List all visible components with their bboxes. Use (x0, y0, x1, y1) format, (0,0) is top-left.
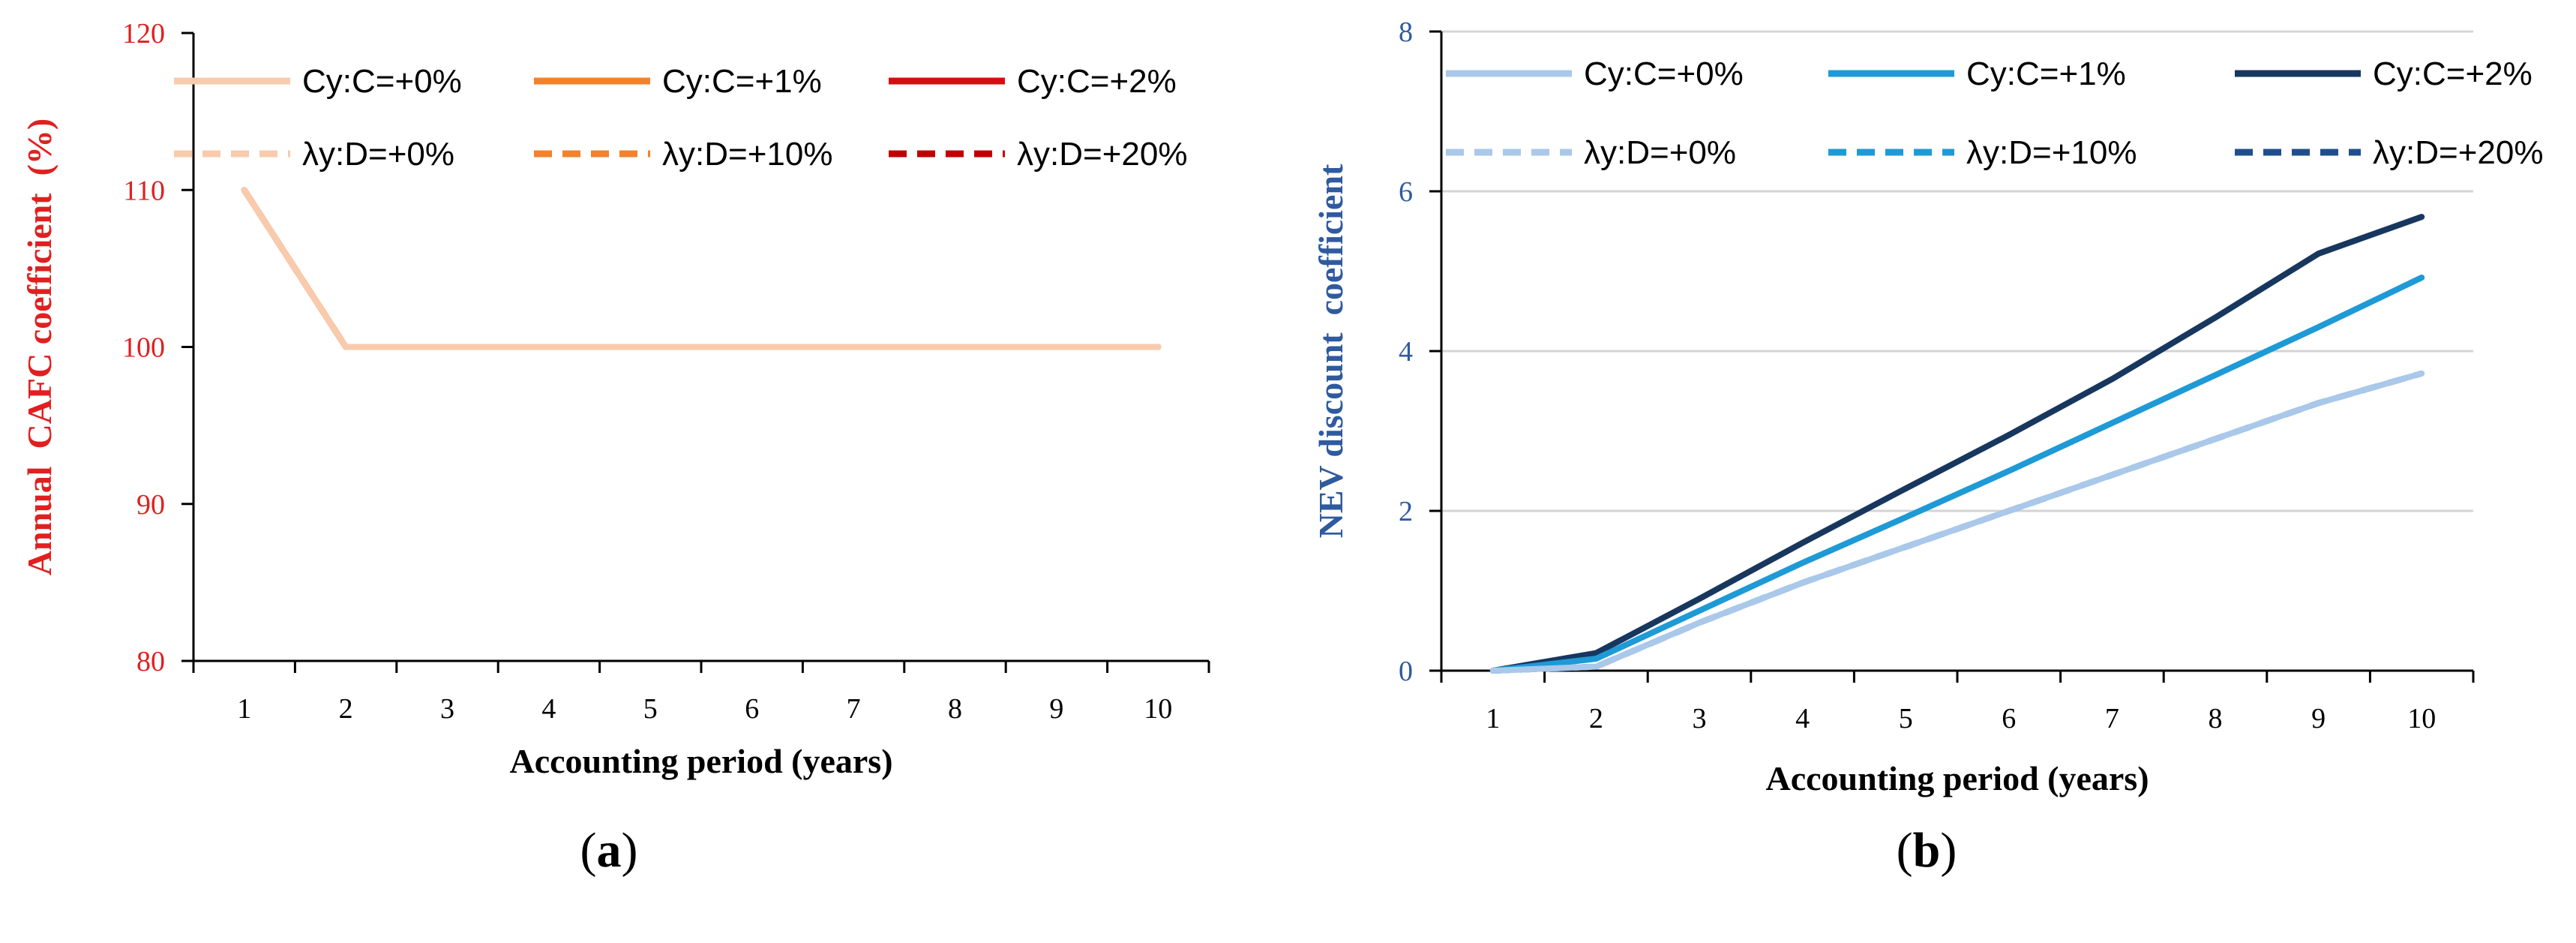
panel-label-close: ) (622, 823, 638, 878)
x-tick-label: 9 (2311, 703, 2326, 734)
series-line-0 (241, 187, 1162, 350)
legend-label-4: λy:D=+10% (1966, 134, 2137, 171)
x-tick-label: 3 (1693, 703, 1707, 734)
y-tick-label: 4 (1399, 336, 1413, 368)
legend-label-5: λy:D=+20% (2373, 134, 2543, 171)
x-tick-label: 10 (1144, 693, 1172, 725)
legend-label-1: Cy:C=+1% (1966, 56, 2126, 92)
series-line-4 (241, 188, 1159, 350)
x-tick-label: 10 (2407, 703, 2436, 734)
y-axis-label: Annual CAFC coefficient (%) (20, 119, 58, 575)
x-tick-label: 6 (745, 693, 759, 725)
legend: Cy:C=+0% Cy:C=+1% Cy:C=+2% λy:D=+0% λy:D=+10… (1446, 56, 2543, 171)
panel-label: (a) (580, 823, 638, 878)
y-tick-label: 8 (1399, 17, 1413, 48)
series-line-2 (241, 187, 1162, 350)
series-line-2 (1489, 214, 2425, 674)
y-tick-label: 100 (122, 332, 165, 364)
legend-label-2: Cy:C=+2% (1017, 63, 1177, 100)
series-line-0 (1489, 370, 2425, 674)
legend-label-3: λy:D=+0% (1584, 134, 1736, 171)
x-tick-label: 5 (643, 693, 658, 725)
x-tick-label: 6 (2002, 703, 2016, 734)
legend-label-2: Cy:C=+2% (2373, 56, 2533, 92)
x-axis-label: Accounting period (years) (509, 742, 892, 780)
chart-panel-b: 0 2 4 6 8 1 2 3 4 5 6 7 8 9 10 Accounting period (years… (1312, 17, 2543, 878)
x-tick-label: 8 (2209, 703, 2223, 734)
legend-label-0: Cy:C=+0% (1584, 56, 1744, 92)
series-line-1 (1489, 275, 2425, 674)
x-tick-label: 3 (440, 693, 454, 725)
legend-label-0: Cy:C=+0% (302, 63, 462, 100)
x-tick-label: 9 (1049, 693, 1063, 725)
y-tick-label: 120 (122, 18, 165, 50)
y-tick-label: 80 (136, 646, 165, 677)
series-line-1 (241, 187, 1162, 350)
x-tick-label: 4 (541, 693, 556, 725)
series-line-3 (241, 188, 1159, 350)
panel-label-letter: a (597, 823, 622, 878)
y-tick-label: 110 (123, 175, 165, 206)
panel-label: (b) (1897, 823, 1957, 878)
panel-label-letter: b (1913, 823, 1941, 878)
legend-label-4: λy:D=+10% (662, 136, 832, 173)
legend-label-3: λy:D=+0% (302, 136, 454, 173)
legend-label-1: Cy:C=+1% (662, 63, 822, 100)
panel-label-close: ) (1940, 823, 1957, 878)
x-tick-label: 1 (237, 693, 251, 725)
legend-label-5: λy:D=+20% (1017, 136, 1187, 173)
y-tick-label: 6 (1399, 176, 1413, 208)
x-tick-label: 1 (1486, 703, 1500, 734)
x-tick-label: 7 (2105, 703, 2119, 734)
x-tick-label: 2 (339, 693, 353, 725)
y-axis-label: NEV discount coefficient (1312, 164, 1350, 538)
panel-label-open: ( (1897, 823, 1913, 878)
y-tick-label: 90 (136, 489, 165, 521)
x-tick-label: 4 (1795, 703, 1810, 734)
x-tick-label: 5 (1899, 703, 1913, 734)
x-tick-label: 8 (948, 693, 962, 725)
series-line-5 (241, 188, 1159, 350)
chart-panel-a: 80 90 100 110 120 1 2 3 4 5 6 7 8 9 10 Accounting perio… (20, 18, 1210, 878)
x-tick-label: 2 (1589, 703, 1603, 734)
legend: Cy:C=+0% Cy:C=+1% Cy:C=+2% λy:D=+0% λy:D=+10… (174, 63, 1187, 173)
panel-label-open: ( (580, 823, 597, 878)
x-axis-label: Accounting period (years) (1765, 759, 2149, 797)
x-tick-label: 7 (847, 693, 861, 725)
y-tick-label: 0 (1399, 656, 1413, 687)
y-tick-label: 2 (1399, 496, 1413, 527)
